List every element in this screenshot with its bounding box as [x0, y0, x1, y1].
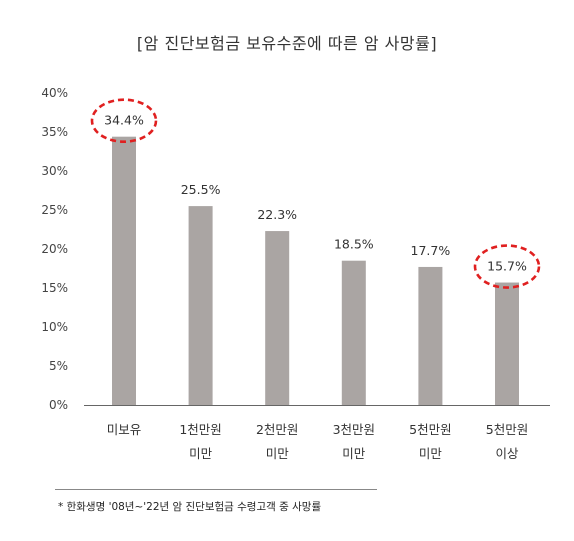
- bar-value-label: 25.5%: [181, 182, 221, 197]
- y-tick-label: 40%: [41, 86, 68, 100]
- y-tick-label: 25%: [41, 203, 68, 217]
- bar-value-label: 22.3%: [257, 207, 297, 222]
- y-tick-label: 10%: [41, 320, 68, 334]
- bar-value-label: 18.5%: [334, 237, 374, 252]
- y-tick-label: 15%: [41, 281, 68, 295]
- x-tick-label: 이상: [495, 446, 519, 461]
- x-tick-label: 3천만원: [333, 422, 375, 437]
- bar: [265, 231, 290, 405]
- bar: [112, 136, 136, 405]
- y-tick-label: 20%: [41, 242, 68, 256]
- x-tick-label: 1천만원: [179, 422, 221, 437]
- bar: [495, 282, 519, 405]
- x-tick-label: 5천만원: [486, 422, 528, 437]
- bar: [418, 266, 443, 405]
- footnote: * 한화생명 '08년~'22년 암 진단보험금 수령고객 중 사망률: [58, 501, 322, 513]
- x-tick-label: 2천만원: [256, 422, 298, 437]
- bar: [341, 260, 366, 405]
- x-tick-label: 미만: [419, 446, 443, 461]
- y-tick-label: 30%: [41, 164, 68, 178]
- highlight-circle: [90, 98, 158, 143]
- x-tick-label: 미만: [342, 446, 366, 461]
- y-tick-label: 35%: [41, 125, 68, 139]
- y-tick-label: 5%: [49, 359, 68, 373]
- footnote-divider: [55, 489, 377, 490]
- x-tick-label: 미보유: [107, 422, 142, 437]
- x-tick-label: 미만: [189, 446, 213, 461]
- bar-value-label: 34.4%: [104, 113, 144, 128]
- y-tick-label: 0%: [49, 398, 68, 412]
- chart-title: [암 진단보험금 보유수준에 따른 암 사망률]: [136, 34, 438, 53]
- bar-value-label: 15.7%: [487, 259, 527, 274]
- x-tick-label: 5천만원: [409, 422, 451, 437]
- highlight-circle: [473, 244, 541, 289]
- bar-value-label: 17.7%: [411, 243, 451, 258]
- bar: [188, 206, 213, 405]
- x-tick-label: 미만: [266, 446, 290, 461]
